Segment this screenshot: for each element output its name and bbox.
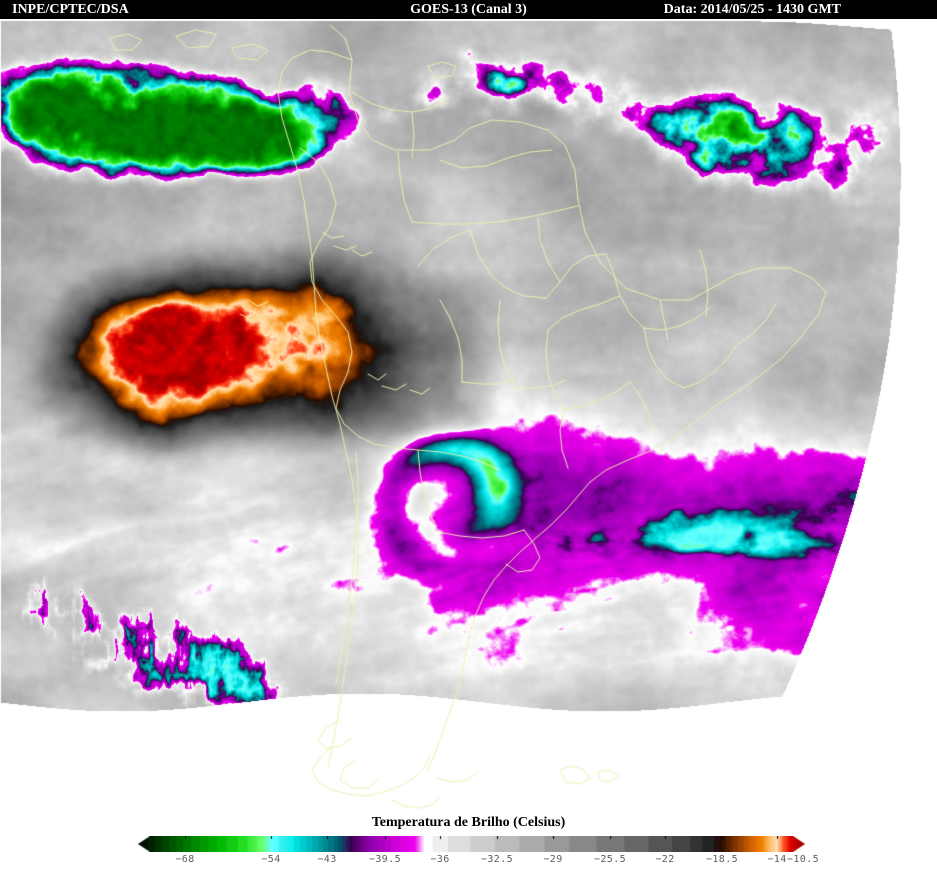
colorbar-tick-label: −22	[655, 854, 675, 865]
colorbar-tick-labels: −68 −54 −43 −39.5 −36 −32.5 −29 −25.5 −22 −18.5 −1…	[0, 854, 937, 870]
colorbar-legend: Temperatura de Brilho (Celsius) −68 −54 −4…	[0, 815, 937, 877]
satellite-channel-label: GOES-13 (Canal 3)	[410, 2, 527, 17]
colorbar-gradient	[138, 836, 805, 852]
colorbar-title: Temperatura de Brilho (Celsius)	[371, 815, 566, 830]
colorbar-tick-label: −29	[543, 854, 563, 865]
infrared-satellite-image	[0, 19, 937, 811]
datetime-label: Data: 2014/05/25 - 1430 GMT	[663, 2, 841, 17]
colorbar-tick-label: −68	[175, 854, 195, 865]
colorbar-tick-label: −54	[261, 854, 281, 865]
colorbar-tick-label: −36	[430, 854, 450, 865]
colorbar-tick-label: −10.5	[786, 854, 820, 865]
institution-label: INPE/CPTEC/DSA	[12, 2, 129, 17]
satellite-image-area	[0, 19, 937, 811]
colorbar-tick-label: −18.5	[705, 854, 739, 865]
colorbar-tick-label: −43	[317, 854, 337, 865]
header-bar: INPE/CPTEC/DSA GOES-13 (Canal 3) Data: 2…	[0, 0, 937, 19]
colorbar-tick-label: −25.5	[593, 854, 627, 865]
colorbar-strip	[138, 836, 805, 852]
colorbar-tick-label: −39.5	[368, 854, 402, 865]
colorbar-tick-label: −14	[767, 854, 787, 865]
colorbar-tick-label: −32.5	[480, 854, 514, 865]
